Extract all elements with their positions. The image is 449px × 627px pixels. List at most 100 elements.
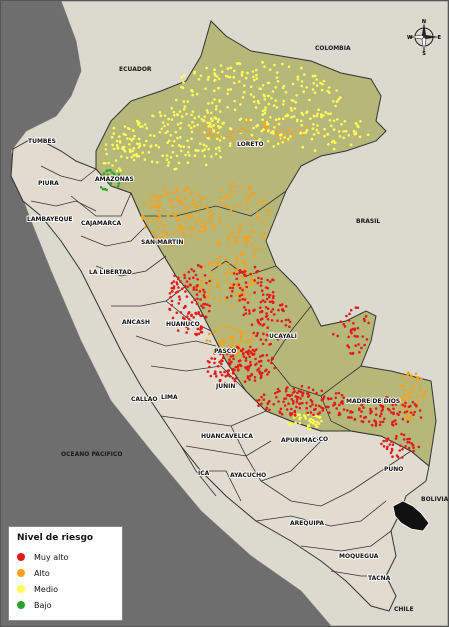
risk-point-muy-alto [248, 378, 251, 381]
risk-point-alto [200, 196, 203, 200]
risk-point-muy-alto [232, 357, 235, 361]
risk-point-medio [289, 423, 293, 427]
risk-point-medio [180, 85, 183, 89]
risk-point-medio [316, 420, 319, 424]
risk-point-medio [300, 80, 304, 83]
risk-point-muy-alto [234, 365, 237, 369]
risk-point-medio [335, 89, 339, 92]
risk-point-muy-alto [287, 402, 290, 406]
risk-point-alto [202, 230, 205, 234]
risk-point-medio [206, 111, 210, 114]
risk-point-alto [215, 129, 219, 133]
risk-point-alto [181, 231, 184, 235]
risk-point-alto [224, 272, 227, 276]
risk-point-muy-alto [401, 456, 404, 459]
risk-point-muy-alto [231, 371, 235, 375]
risk-point-alto [149, 206, 153, 210]
risk-point-muy-alto [237, 364, 240, 367]
risk-point-muy-alto [195, 285, 199, 288]
risk-point-alto [183, 240, 186, 244]
risk-point-medio [217, 146, 221, 149]
risk-point-alto [408, 391, 411, 394]
risk-point-alto [205, 205, 208, 208]
risk-point-medio [310, 137, 314, 141]
risk-point-alto [243, 294, 246, 297]
risk-point-alto [273, 122, 277, 125]
risk-point-muy-alto [257, 276, 260, 280]
risk-point-medio [249, 85, 253, 88]
risk-point-muy-alto [362, 401, 366, 405]
risk-point-alto [207, 262, 211, 266]
risk-point-muy-alto [170, 281, 174, 285]
risk-point-muy-alto [186, 315, 189, 318]
risk-point-muy-alto [245, 350, 248, 354]
risk-point-alto [403, 392, 406, 396]
risk-point-alto [200, 282, 204, 285]
risk-point-alto [248, 198, 251, 202]
risk-point-medio [228, 75, 232, 79]
risk-point-muy-alto [230, 360, 233, 364]
risk-point-muy-alto [362, 406, 365, 409]
risk-point-muy-alto [287, 318, 290, 322]
risk-point-muy-alto [391, 455, 394, 459]
risk-point-muy-alto [243, 380, 247, 383]
risk-point-muy-alto [310, 400, 314, 403]
risk-point-medio [252, 126, 255, 130]
legend-swatch-medio [17, 585, 25, 593]
risk-point-muy-alto [253, 279, 256, 282]
risk-point-muy-alto [394, 422, 398, 426]
risk-point-muy-alto [247, 349, 250, 352]
risk-point-muy-alto [406, 420, 410, 424]
risk-point-muy-alto [268, 343, 271, 346]
risk-point-alto [253, 191, 256, 195]
risk-point-alto [233, 185, 236, 188]
risk-point-alto [206, 218, 210, 222]
risk-point-muy-alto [321, 407, 325, 410]
risk-point-muy-alto [402, 433, 406, 437]
risk-point-alto [148, 199, 152, 203]
risk-point-muy-alto [220, 373, 224, 377]
risk-point-alto [194, 206, 197, 209]
risk-point-alto [239, 185, 242, 189]
risk-point-muy-alto [397, 413, 400, 417]
risk-point-muy-alto [394, 437, 398, 440]
risk-point-muy-alto [272, 335, 275, 338]
risk-point-medio [311, 74, 315, 78]
risk-point-muy-alto [202, 288, 205, 292]
risk-point-muy-alto [255, 362, 258, 366]
risk-point-muy-alto [197, 311, 200, 314]
risk-point-alto [218, 255, 222, 259]
risk-point-medio [190, 137, 193, 140]
risk-point-medio [123, 125, 127, 128]
risk-point-alto [402, 407, 406, 410]
risk-point-medio [182, 107, 186, 111]
risk-point-medio [262, 93, 266, 97]
risk-point-medio [186, 139, 189, 143]
risk-point-medio [193, 124, 196, 128]
risk-point-muy-alto [194, 312, 198, 316]
risk-point-alto [247, 118, 250, 122]
risk-point-alto [235, 268, 238, 272]
risk-point-medio [243, 84, 246, 87]
risk-point-muy-alto [177, 286, 180, 289]
risk-point-alto [274, 131, 278, 134]
risk-point-muy-alto [394, 403, 398, 406]
risk-point-muy-alto [195, 288, 198, 292]
risk-point-muy-alto [356, 306, 360, 310]
risk-point-medio [145, 126, 148, 130]
risk-point-medio [293, 107, 297, 110]
risk-point-alto [260, 233, 264, 237]
risk-point-muy-alto [253, 265, 257, 269]
risk-point-medio [302, 90, 306, 93]
risk-point-muy-alto [174, 291, 178, 294]
risk-point-muy-alto [409, 411, 413, 415]
risk-point-medio [138, 142, 141, 146]
risk-point-medio [240, 74, 244, 77]
risk-point-medio [193, 116, 197, 120]
risk-point-alto [240, 252, 243, 255]
risk-point-medio [298, 416, 302, 420]
risk-point-muy-alto [358, 397, 361, 401]
risk-point-medio [268, 68, 272, 71]
risk-point-alto [226, 204, 229, 207]
